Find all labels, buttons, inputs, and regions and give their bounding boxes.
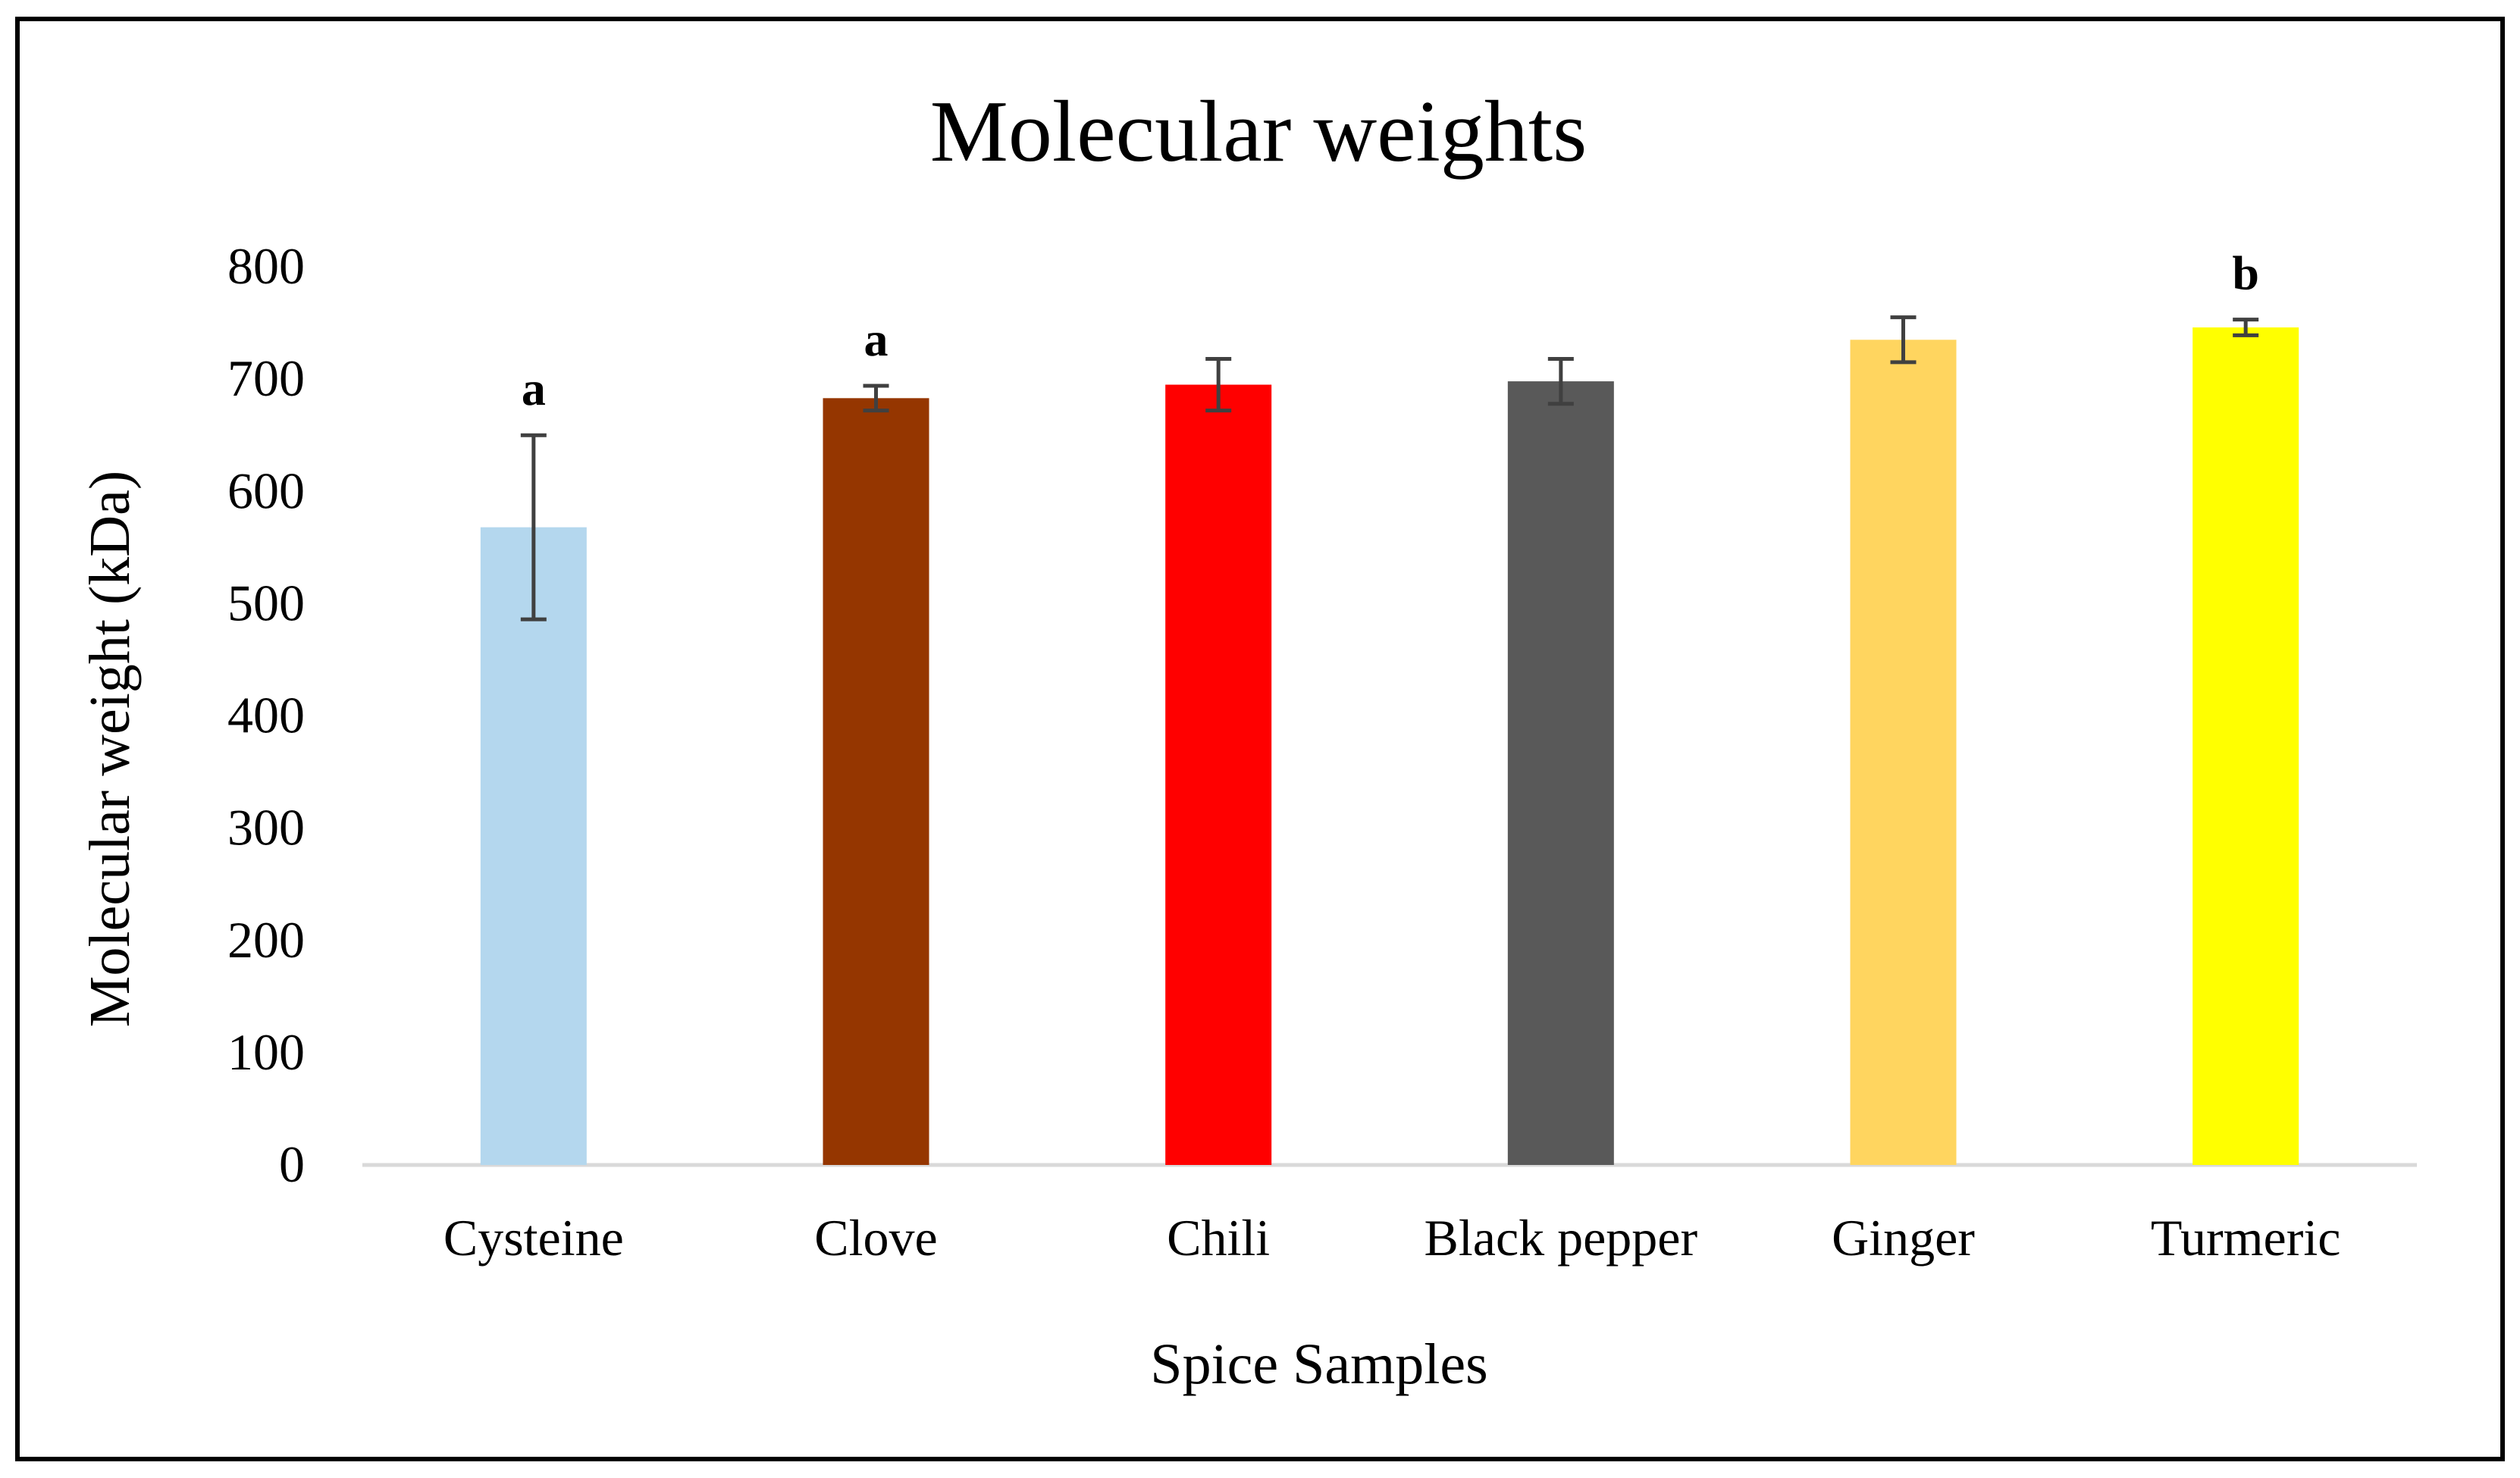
error-bar-clove (863, 384, 889, 413)
bar-black-pepper (1507, 381, 1614, 1165)
x-tick-label: Ginger (1832, 1209, 1975, 1267)
x-tick-label: Clove (814, 1209, 937, 1267)
bars-group (480, 327, 2299, 1165)
error-bars-group (520, 315, 2259, 622)
error-bar-turmeric (2233, 318, 2259, 337)
y-tick-label: 300 (227, 799, 305, 856)
y-axis-ticks: 0 100 200 300 400 500 600 700 800 (227, 237, 305, 1193)
error-bar-cysteine (520, 433, 547, 622)
y-tick-label: 200 (227, 911, 305, 969)
chart-title: Molecular weights (930, 83, 1588, 180)
y-tick-label: 400 (227, 687, 305, 744)
y-tick-label: 800 (227, 237, 305, 295)
error-bar-ginger (1890, 315, 1917, 365)
chart-frame: Molecular weights 0 100 200 300 400 500 600 700… (15, 17, 2505, 1461)
significance-label: b (2232, 246, 2259, 300)
bar-chili (1165, 384, 1272, 1165)
y-tick-label: 0 (279, 1135, 305, 1193)
bar-clove (823, 398, 929, 1165)
x-tick-label: Black pepper (1425, 1209, 1698, 1267)
significance-labels: a a b (522, 246, 2259, 416)
error-bar-chili (1205, 356, 1232, 413)
bar-turmeric (2192, 327, 2299, 1165)
x-tick-label: Cysteine (444, 1209, 624, 1267)
bar-cysteine (480, 527, 587, 1165)
bar-chart: Molecular weights 0 100 200 300 400 500 600 700… (15, 17, 2505, 1461)
significance-label: a (864, 312, 889, 366)
y-axis-title: Molecular weight (kDa) (78, 471, 142, 1027)
x-axis-ticks: Cysteine Clove Chili Black pepper Ginger Turm… (444, 1209, 2341, 1267)
x-tick-label: Chili (1167, 1209, 1270, 1267)
x-tick-label: Turmeric (2151, 1209, 2341, 1267)
y-tick-label: 700 (227, 349, 305, 407)
bar-ginger (1850, 340, 1957, 1165)
x-axis-title: Spice Samples (1150, 1332, 1487, 1396)
y-tick-label: 100 (227, 1023, 305, 1081)
error-bar-black-pepper (1547, 356, 1574, 406)
y-tick-label: 500 (227, 574, 305, 631)
significance-label: a (522, 362, 546, 415)
y-tick-label: 600 (227, 462, 305, 519)
